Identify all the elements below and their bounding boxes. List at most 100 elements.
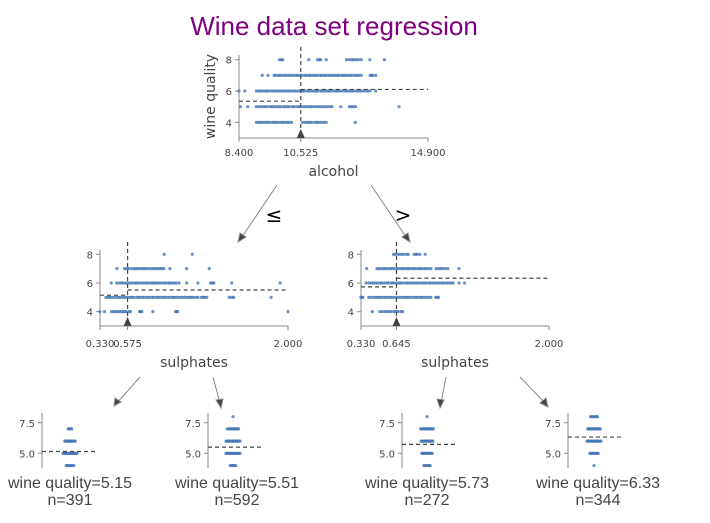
data-point: [316, 120, 321, 124]
data-point: [303, 105, 307, 109]
x-tick-label: 0.645: [382, 339, 411, 350]
data-point: [119, 295, 123, 299]
leaf-data-point: [599, 439, 603, 443]
leaf-data-point: [73, 439, 77, 443]
data-point: [422, 281, 427, 285]
data-point: [322, 120, 326, 124]
data-point: [295, 73, 300, 77]
leaf-prediction-label: wine quality=5.51: [174, 475, 299, 492]
data-point: [370, 310, 374, 314]
y-axis-label: wine quality: [203, 54, 219, 139]
data-point: [162, 267, 166, 271]
data-point: [289, 89, 294, 93]
data-point: [337, 73, 341, 77]
data-point: [163, 295, 167, 299]
data-point: [356, 58, 360, 62]
data-point: [227, 295, 231, 299]
data-point: [367, 281, 371, 285]
data-point: [137, 281, 141, 285]
edge-root-left: [241, 184, 278, 238]
data-point: [158, 295, 163, 299]
data-point: [442, 281, 446, 285]
data-point: [420, 267, 424, 271]
data-point: [147, 267, 151, 271]
leaf-y-tick-label: 5.0: [379, 449, 395, 460]
data-point: [420, 281, 424, 285]
x-axis-label: sulphates: [160, 355, 228, 371]
data-point: [165, 295, 169, 299]
data-point: [117, 281, 121, 285]
data-point: [418, 281, 422, 285]
data-point: [272, 89, 276, 93]
data-point: [385, 267, 390, 271]
data-point: [302, 89, 307, 93]
x-tick-label: 0.575: [113, 339, 142, 350]
data-point: [154, 281, 158, 285]
data-point: [433, 281, 437, 285]
data-point: [312, 105, 316, 109]
y-tick-label: 6: [348, 279, 354, 290]
data-point: [385, 310, 389, 314]
data-point: [318, 105, 323, 109]
data-point: [114, 281, 119, 285]
arrowhead-icon: [401, 232, 411, 244]
data-point: [156, 267, 160, 271]
data-point: [102, 310, 107, 314]
x-tick-label: 2.000: [535, 339, 564, 350]
data-point: [382, 281, 386, 285]
data-point: [176, 310, 180, 314]
data-point: [320, 73, 324, 77]
data-point: [356, 89, 360, 93]
leaf-y-tick-label: 5.0: [185, 449, 201, 460]
data-point: [408, 295, 413, 299]
data-point: [130, 281, 134, 285]
data-point: [286, 310, 290, 314]
data-point: [136, 267, 140, 271]
data-point: [380, 281, 384, 285]
y-tick-label: 8: [87, 250, 93, 261]
data-point: [168, 281, 172, 285]
data-point: [406, 252, 410, 256]
data-point: [353, 105, 358, 109]
data-point: [329, 89, 333, 93]
data-point: [357, 73, 361, 77]
data-point: [315, 73, 319, 77]
data-point: [98, 310, 102, 314]
data-point: [402, 281, 407, 285]
data-point: [289, 120, 294, 124]
data-point: [342, 89, 347, 93]
leaf-data-point: [238, 439, 242, 443]
data-point: [121, 281, 125, 285]
data-point: [289, 73, 293, 77]
data-point: [364, 281, 368, 285]
data-point: [360, 89, 365, 93]
data-point: [126, 281, 130, 285]
data-point: [254, 120, 259, 124]
data-point: [429, 281, 433, 285]
y-tick-label: 6: [87, 279, 93, 290]
leaf-node-2: 7.5 5.0 wine quality=5.51n=592: [174, 413, 299, 509]
data-point: [346, 73, 350, 77]
data-point: [400, 281, 404, 285]
data-point: [323, 105, 328, 109]
data-point: [174, 295, 178, 299]
edge-root-right: [370, 184, 407, 238]
leaf-prediction-label: wine quality=5.15: [7, 475, 132, 492]
leaf-data-point: [72, 463, 76, 468]
data-point: [280, 73, 285, 77]
y-tick-label: 6: [226, 87, 232, 98]
data-point: [266, 73, 270, 77]
leaf-data-point: [238, 451, 242, 455]
data-point: [343, 73, 348, 77]
data-point: [350, 73, 354, 77]
data-point: [115, 267, 119, 271]
data-point: [294, 89, 298, 93]
data-point: [425, 281, 429, 285]
data-point: [191, 295, 195, 299]
leaf-sample-count: n=391: [48, 492, 93, 509]
data-point: [296, 89, 300, 93]
data-point: [310, 105, 314, 109]
data-point: [386, 281, 391, 285]
data-point: [324, 120, 328, 124]
arrowhead-icon: [539, 397, 549, 408]
